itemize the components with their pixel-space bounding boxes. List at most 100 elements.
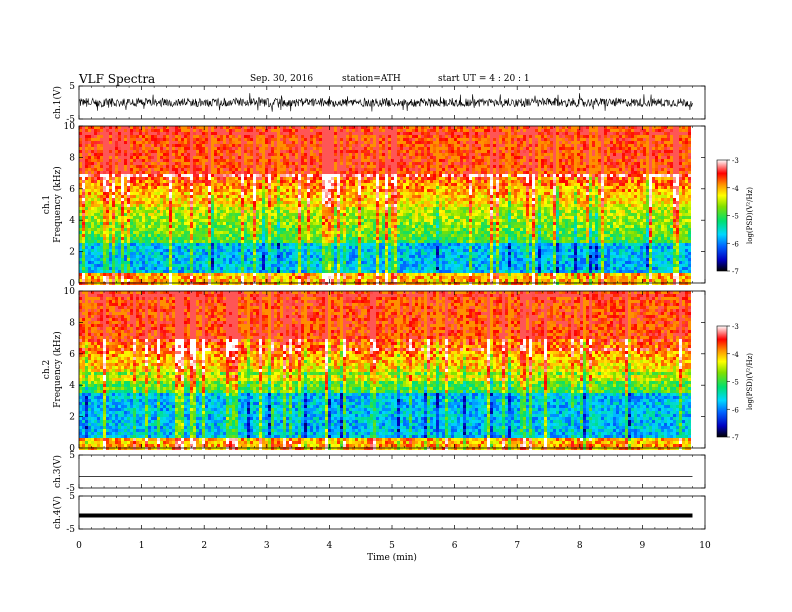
- ch1-spectrogram-cell: [688, 189, 691, 192]
- ch1-spectrogram-cell: [499, 189, 502, 192]
- ch1-spectrogram-cell: [247, 129, 250, 132]
- ch1-spectrogram-cell: [370, 171, 373, 174]
- ch1-spectrogram-cell: [607, 195, 610, 198]
- ch1-spectrogram-cell: [220, 174, 223, 177]
- ch1-spectrogram-cell: [250, 195, 253, 198]
- ch1-spectrogram-cell: [460, 189, 463, 192]
- ch1-spectrogram-cell: [181, 147, 184, 150]
- ch1-spectrogram-cell: [526, 171, 529, 174]
- ch1-spectrogram-cell: [385, 186, 388, 189]
- ch1-spectrogram-cell: [505, 156, 508, 159]
- ch1-spectrogram-cell: [268, 156, 271, 159]
- ch1-spectrogram-cell: [268, 192, 271, 195]
- ch1-spectrogram-cell: [379, 192, 382, 195]
- ch1-spectrogram-cell: [112, 144, 115, 147]
- ch1-spectrogram-cell: [451, 174, 454, 177]
- ch1-spectrogram-cell: [445, 195, 448, 198]
- ch1-spectrogram-cell: [262, 147, 265, 150]
- ch1-spectrogram-cell: [472, 168, 475, 171]
- ch1-spectrogram-cell: [205, 126, 208, 129]
- ch1-spectrogram-cell: [379, 195, 382, 198]
- ch1-spectrogram-cell: [85, 183, 88, 186]
- ch1-spectrogram-cell: [238, 186, 241, 189]
- ch1-spectrogram-cell: [466, 153, 469, 156]
- ch1-spectrogram-cell: [343, 126, 346, 129]
- ch1-spectrogram-cell: [415, 159, 418, 162]
- ch1-spectrogram-cell: [166, 129, 169, 132]
- ch1-spectrogram-cell: [619, 186, 622, 189]
- ch1-spectrogram-cell: [139, 147, 142, 150]
- ch1-spectrogram-cell: [277, 126, 280, 129]
- ch1-spectrogram-cell: [361, 129, 364, 132]
- ch1-spectrogram-cell: [487, 156, 490, 159]
- ch1-spectrogram-cell: [577, 132, 580, 135]
- ch1-spectrogram-cell: [661, 189, 664, 192]
- ch1-spectrogram-cell: [313, 129, 316, 132]
- ch1-spectrogram-cell: [595, 147, 598, 150]
- ch1-spectrogram-cell: [463, 153, 466, 156]
- ch1-spectrogram-cell: [391, 138, 394, 141]
- ch1-spectrogram-cell: [256, 192, 259, 195]
- ch1-spectrogram-cell: [298, 192, 301, 195]
- ch1-spectrogram-cell: [340, 177, 343, 180]
- ch1-spectrogram-cell: [451, 126, 454, 129]
- ch1-spectrogram-cell: [379, 132, 382, 135]
- ch1-spectrogram-cell: [154, 162, 157, 165]
- ch1-spectrogram-cell: [565, 189, 568, 192]
- ch1-spectrogram-cell: [517, 129, 520, 132]
- ch1-spectrogram-cell: [673, 159, 676, 162]
- ch1-spectrogram-cell: [373, 174, 376, 177]
- ch1-spectrogram-cell: [367, 189, 370, 192]
- ch1-spectrogram-cell: [676, 180, 679, 183]
- ch1-spectrogram-cell: [688, 153, 691, 156]
- ch1-spectrogram-cell: [556, 135, 559, 138]
- ch1-spectrogram-cell: [679, 144, 682, 147]
- ch1-spectrogram-cell: [241, 132, 244, 135]
- ch1-spectrogram-cell: [526, 147, 529, 150]
- ch1-spectrogram-cell: [214, 138, 217, 141]
- ch1-spectrogram-cell: [283, 150, 286, 153]
- ch1-spectrogram-cell: [367, 153, 370, 156]
- ch1-spectrogram-cell: [454, 171, 457, 174]
- ch1-spectrogram-cell: [118, 126, 121, 129]
- ch1-spectrogram-cell: [412, 135, 415, 138]
- ch1-spectrogram-cell: [463, 189, 466, 192]
- ch1-spectrogram-cell: [475, 174, 478, 177]
- ch1-spectrogram-cell: [139, 132, 142, 135]
- ch1-spectrogram-cell: [661, 135, 664, 138]
- ch1-spectrogram-cell: [265, 135, 268, 138]
- ch1-spectrogram-cell: [367, 129, 370, 132]
- ch1-spectrogram-cell: [316, 126, 319, 129]
- ch1-spectrogram-cell: [580, 132, 583, 135]
- ch1-spectrogram-cell: [217, 183, 220, 186]
- ch1-spectrogram-cell: [244, 198, 247, 201]
- ch1-spectrogram-cell: [577, 174, 580, 177]
- ch1-spectrogram-cell: [271, 183, 274, 186]
- ch1-spectrogram-cell: [613, 144, 616, 147]
- ch1-spectrogram-cell: [685, 153, 688, 156]
- ch1-spectrogram-cell: [187, 159, 190, 162]
- ch1-spectrogram-cell: [109, 180, 112, 183]
- ch1-spectrogram-cell: [643, 183, 646, 186]
- ch1-spectrogram-cell: [259, 135, 262, 138]
- ch1-spectrogram-cell: [136, 153, 139, 156]
- ch1-spectrogram-cell: [622, 162, 625, 165]
- ch1-spectrogram-cell: [610, 183, 613, 186]
- ch1-spectrogram-cell: [592, 126, 595, 129]
- ch1-spectrogram-cell: [82, 195, 85, 198]
- ch1-spectrogram-cell: [541, 159, 544, 162]
- ch1-spectrogram-cell: [481, 141, 484, 144]
- ch1-spectrogram-cell: [415, 156, 418, 159]
- ch1-spectrogram-cell: [79, 180, 82, 183]
- ch1-spectrogram-cell: [337, 144, 340, 147]
- ch1-spectrogram-cell: [280, 138, 283, 141]
- ch1-spectrogram-cell: [568, 192, 571, 195]
- ch1-spectrogram-cell: [373, 180, 376, 183]
- ch1-spectrogram-cell: [667, 192, 670, 195]
- ch1-spectrogram-cell: [166, 159, 169, 162]
- ch1-spectrogram-cell: [268, 162, 271, 165]
- ch1-spectrogram-cell: [298, 138, 301, 141]
- ch1-spectrogram-cell: [97, 195, 100, 198]
- ch1-spectrogram-cell: [376, 186, 379, 189]
- ch1-spectrogram-cell: [370, 195, 373, 198]
